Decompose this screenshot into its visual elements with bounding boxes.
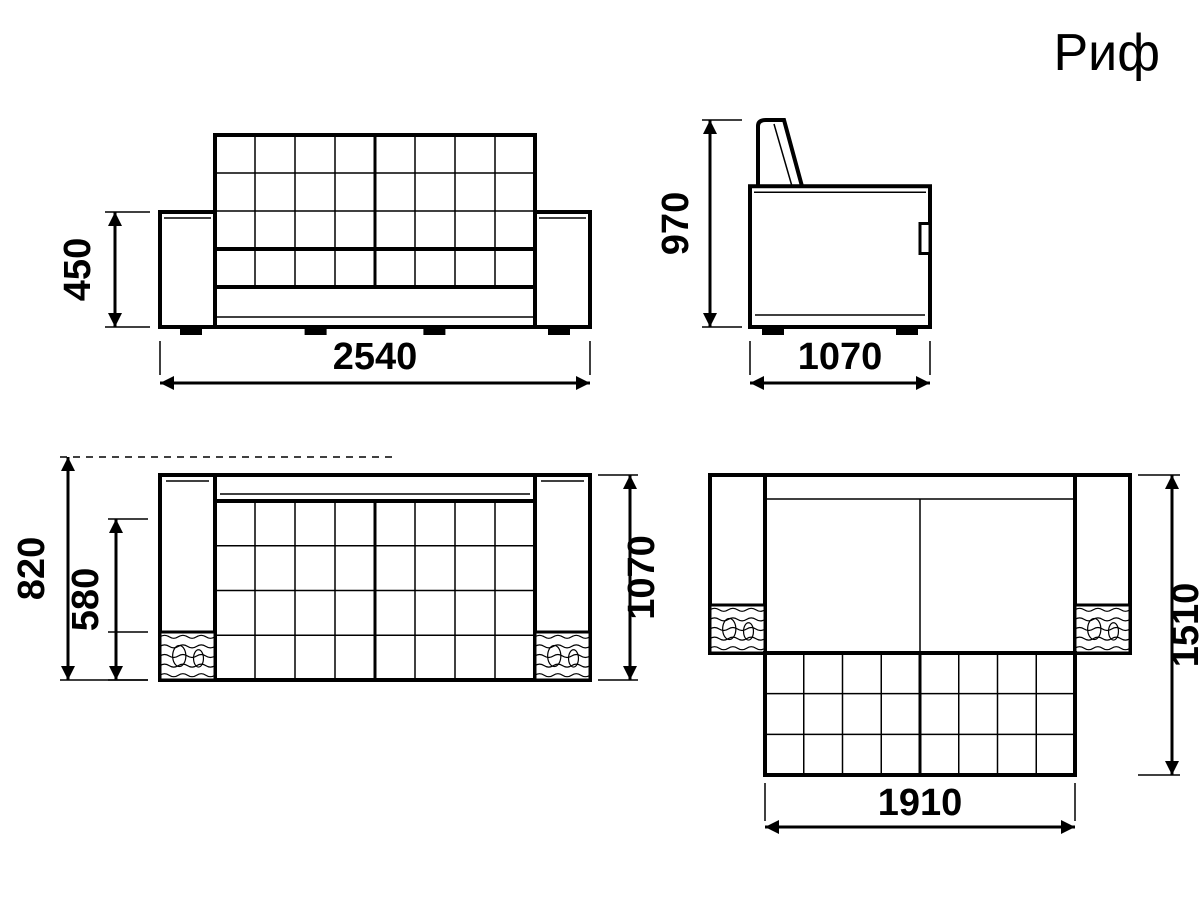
wood-texture [1075,605,1130,653]
unfolded-view: 1510 1910 [710,475,1200,834]
dim-1510: 1510 [1165,475,1200,775]
dim-1070-side: 1070 [750,336,930,390]
wood-texture [535,632,590,680]
technical-drawing: Риф 450 2540 970 1070 820 580 1070 1510 1910 [0,0,1200,900]
dim-450: 450 [57,212,122,327]
dim-1910: 1910 [765,782,1075,834]
dim-2540: 2540 [160,336,590,390]
dim-1910-label: 1910 [878,782,963,824]
dim-450-label: 450 [57,238,99,301]
dim-1510-label: 1510 [1165,583,1200,668]
dim-1070-side-label: 1070 [798,336,883,378]
wood-texture [710,605,765,653]
top-view: 820 580 1070 [11,457,663,680]
dim-2540-label: 2540 [333,336,418,378]
front-view: 450 2540 [57,135,590,390]
dim-820-label: 820 [11,537,53,600]
model-title: Риф [1053,24,1160,82]
dim-1070-top-label: 1070 [621,535,663,620]
dim-1070-top: 1070 [621,475,663,680]
wood-texture [160,632,215,680]
dim-970-label: 970 [655,192,697,255]
dim-580-label: 580 [65,568,107,631]
dim-580: 580 [65,519,123,680]
side-view: 970 1070 [655,120,930,390]
dim-970: 970 [655,120,717,327]
